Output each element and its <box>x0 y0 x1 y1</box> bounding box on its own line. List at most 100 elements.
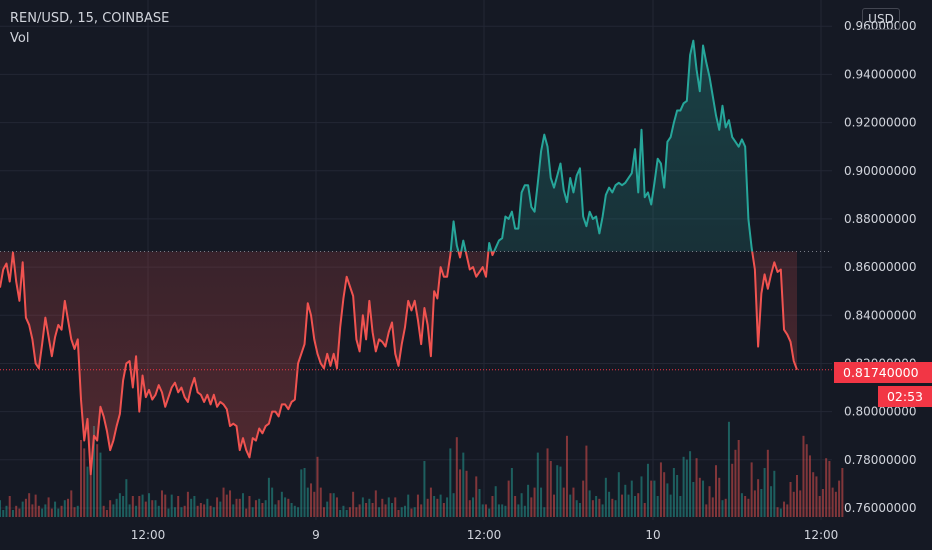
volume-bar <box>284 497 287 517</box>
volume-bar <box>689 451 692 517</box>
volume-bar <box>766 449 769 517</box>
volume-bar <box>251 507 254 517</box>
volume-bar <box>310 483 313 517</box>
volume-bar <box>203 504 206 517</box>
volume-bar <box>267 477 270 517</box>
y-tick-label: 0.94000000 <box>844 67 917 81</box>
volume-bar <box>611 498 614 517</box>
volume-bar <box>659 462 662 517</box>
volume-bar <box>715 465 718 517</box>
volume-bar <box>248 496 251 517</box>
volume-bar <box>488 508 491 517</box>
volume-bar <box>232 504 235 517</box>
volume-bar <box>300 469 303 517</box>
volume-bar <box>57 508 60 517</box>
volume-bar <box>378 507 381 517</box>
volume-bar <box>335 497 338 517</box>
volume-bar <box>329 493 332 517</box>
volume-bar <box>530 497 533 517</box>
volume-bar <box>70 490 73 517</box>
volume-bar <box>355 507 358 517</box>
volume-bar <box>60 505 63 517</box>
volume-bar <box>812 472 815 517</box>
volume-bar <box>287 498 290 517</box>
volume-bar <box>740 493 743 517</box>
volume-bar <box>640 476 643 517</box>
volume-bar <box>786 504 789 517</box>
volume-bar <box>67 498 70 517</box>
volume-bar <box>627 494 630 517</box>
volume-bar <box>578 503 581 517</box>
volume-bar <box>89 473 92 517</box>
volume-bar <box>374 490 377 517</box>
volume-bar <box>429 487 432 517</box>
volume-bar <box>167 508 170 517</box>
volume-bar <box>83 448 86 517</box>
volume-bar <box>131 496 134 517</box>
volume-bar <box>76 505 79 517</box>
volume-bar <box>180 507 183 517</box>
volume-bar <box>24 498 27 517</box>
volume-bar <box>277 500 280 517</box>
volume-bar <box>2 510 5 517</box>
y-tick-label: 0.88000000 <box>844 212 917 226</box>
volume-label[interactable]: Vol <box>10 31 30 46</box>
currency-button[interactable]: USD <box>862 8 900 30</box>
chart-legend: REN/USD, 15, COINBASE Vol <box>10 9 169 49</box>
volume-bar <box>776 507 779 517</box>
volume-bar <box>582 480 585 517</box>
volume-bar <box>397 510 400 517</box>
volume-bar <box>313 491 316 517</box>
price-line-below-baseline <box>0 251 798 476</box>
volume-bar <box>604 477 607 517</box>
volume-bar <box>614 500 617 517</box>
volume-bar <box>222 487 225 517</box>
volume-bar <box>186 491 189 517</box>
volume-bar <box>698 477 701 517</box>
volume-bar <box>339 510 342 517</box>
volume-bars <box>0 421 844 517</box>
volume-bar <box>452 493 455 517</box>
volume-bar <box>420 504 423 517</box>
volume-bar <box>135 505 138 517</box>
volume-bar <box>271 487 274 517</box>
volume-bar <box>92 426 95 517</box>
volume-bar <box>319 487 322 517</box>
volume-bar <box>37 505 40 517</box>
volume-bar <box>731 463 734 517</box>
volume-bar <box>8 496 11 517</box>
volume-bar <box>621 494 624 517</box>
volume-bar <box>465 470 468 517</box>
area-fill-above-baseline <box>450 40 753 252</box>
volume-bar <box>608 491 611 517</box>
volume-bar <box>47 497 50 517</box>
volume-bar <box>238 498 241 517</box>
volume-bar <box>821 489 824 517</box>
symbol-title[interactable]: REN/USD, 15, COINBASE <box>10 11 170 26</box>
x-tick-label: 12:00 <box>467 528 502 542</box>
volume-bar <box>770 486 773 517</box>
volume-bar <box>245 508 248 517</box>
volume-bar <box>387 497 390 517</box>
volume-bar <box>802 435 805 517</box>
volume-bar <box>394 497 397 517</box>
volume-bar <box>96 444 99 517</box>
volume-bar <box>128 504 131 517</box>
volume-bar <box>15 505 18 517</box>
volume-bar <box>322 507 325 517</box>
volume-bar <box>352 491 355 517</box>
volume-bar <box>481 504 484 517</box>
volume-bar <box>280 491 283 517</box>
volume-bar <box>264 500 267 517</box>
y-tick-label: 0.84000000 <box>844 308 917 322</box>
volume-bar <box>50 508 53 517</box>
volume-bar <box>540 487 543 517</box>
volume-bar <box>517 504 520 517</box>
volume-bar <box>358 504 361 517</box>
volume-bar <box>102 505 105 517</box>
volume-bar <box>520 493 523 517</box>
volume-bar <box>225 494 228 517</box>
volume-bar <box>31 504 34 517</box>
volume-bar <box>44 504 47 517</box>
